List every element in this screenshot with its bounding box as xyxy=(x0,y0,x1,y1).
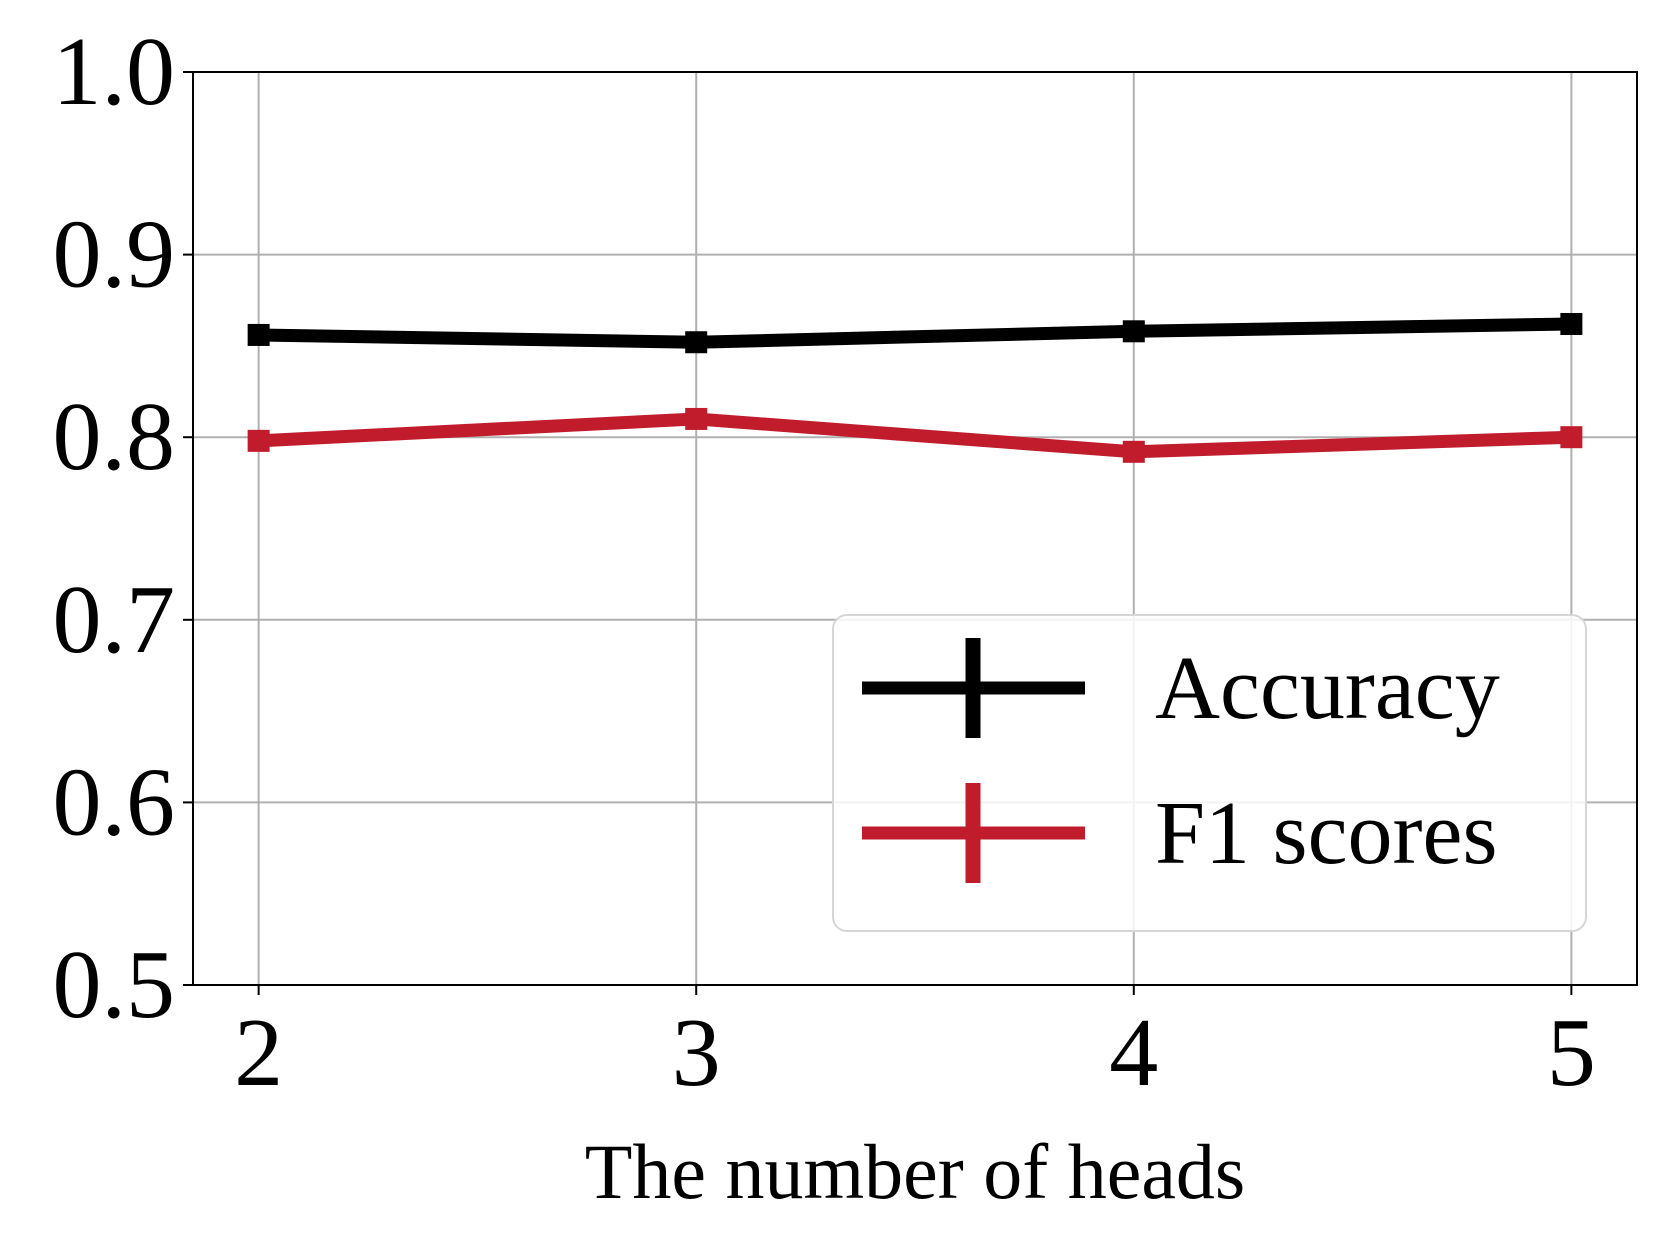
data-point xyxy=(685,331,708,354)
legend-item-f1-scores: F1 scores xyxy=(862,783,1497,883)
y-tick-label: 0.6 xyxy=(53,748,176,856)
y-tick-label: 0.9 xyxy=(53,201,176,309)
series-line xyxy=(258,317,1572,349)
legend-label: Accuracy xyxy=(1155,639,1500,738)
data-point xyxy=(1560,426,1583,449)
y-tick-label: 0.7 xyxy=(53,566,176,674)
x-axis-label: The number of heads xyxy=(585,1128,1246,1215)
legend-item-accuracy: Accuracy xyxy=(862,638,1500,738)
data-point xyxy=(1560,312,1583,335)
series-accuracy xyxy=(247,312,1583,354)
data-point xyxy=(1122,440,1145,463)
plot-frame xyxy=(192,71,1638,986)
y-tick-label: 1.0 xyxy=(53,18,176,126)
x-tick-label: 2 xyxy=(234,999,283,1107)
data-point xyxy=(247,429,270,452)
legend: Accuracy F1 scores xyxy=(832,614,1587,932)
series-line xyxy=(258,412,1572,459)
data-point xyxy=(247,323,270,346)
x-tick-label: 3 xyxy=(672,999,721,1107)
axis-ticks: 0.5 0.6 0.7 0.8 0.9 1.0 2 3 4 5 xyxy=(53,18,1596,1107)
data-point xyxy=(1122,320,1145,343)
legend-label: F1 scores xyxy=(1155,784,1497,883)
series-f1-scores xyxy=(247,407,1583,463)
y-tick-label: 0.5 xyxy=(53,931,176,1039)
series-layer xyxy=(247,312,1583,463)
y-tick-label: 0.8 xyxy=(53,383,176,491)
x-tick-label: 5 xyxy=(1547,999,1596,1107)
x-tick-label: 4 xyxy=(1109,999,1158,1107)
data-point xyxy=(685,407,708,430)
